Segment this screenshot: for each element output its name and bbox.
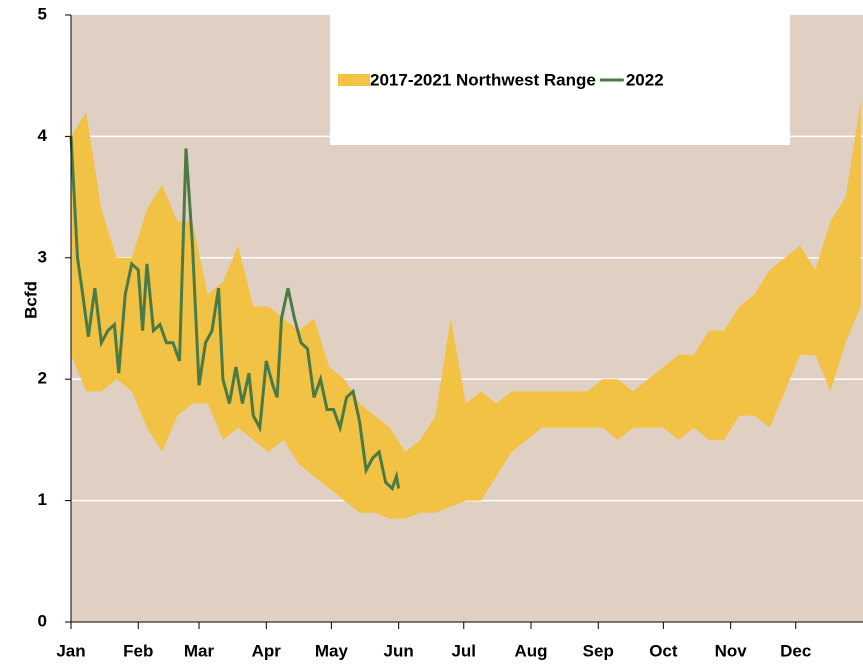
x-tick-label: Mar (184, 641, 215, 660)
x-tick-label: Oct (649, 641, 678, 660)
x-tick-label: Jun (384, 641, 414, 660)
x-tick-label: Nov (715, 641, 748, 660)
y-tick-label: 1 (38, 490, 47, 509)
x-tick-label: Jul (451, 641, 476, 660)
line (69, 136, 401, 492)
x-tick-label: Jan (56, 641, 85, 660)
x-tick-label: May (315, 641, 349, 660)
legend-label: 2017-2021 Northwest Range (370, 70, 596, 89)
x-tick-label: Feb (123, 641, 153, 660)
x-tick-label: Aug (514, 641, 547, 660)
y-tick-label: 5 (38, 4, 47, 23)
legend-swatch (338, 74, 370, 86)
x-tick-label: Apr (252, 641, 282, 660)
legend-label: 2022 (626, 70, 664, 89)
range-area (71, 99, 861, 519)
y-axis-label: Bcfd (21, 281, 40, 319)
legend-box (330, 15, 790, 145)
y-tick-label: 2 (38, 369, 47, 388)
y-tick-label: 3 (38, 247, 47, 266)
y-tick-label: 0 (38, 611, 47, 630)
y-tick-label: 4 (38, 126, 48, 145)
x-tick-label: Dec (780, 641, 811, 660)
x-tick-label: Sep (583, 641, 614, 660)
